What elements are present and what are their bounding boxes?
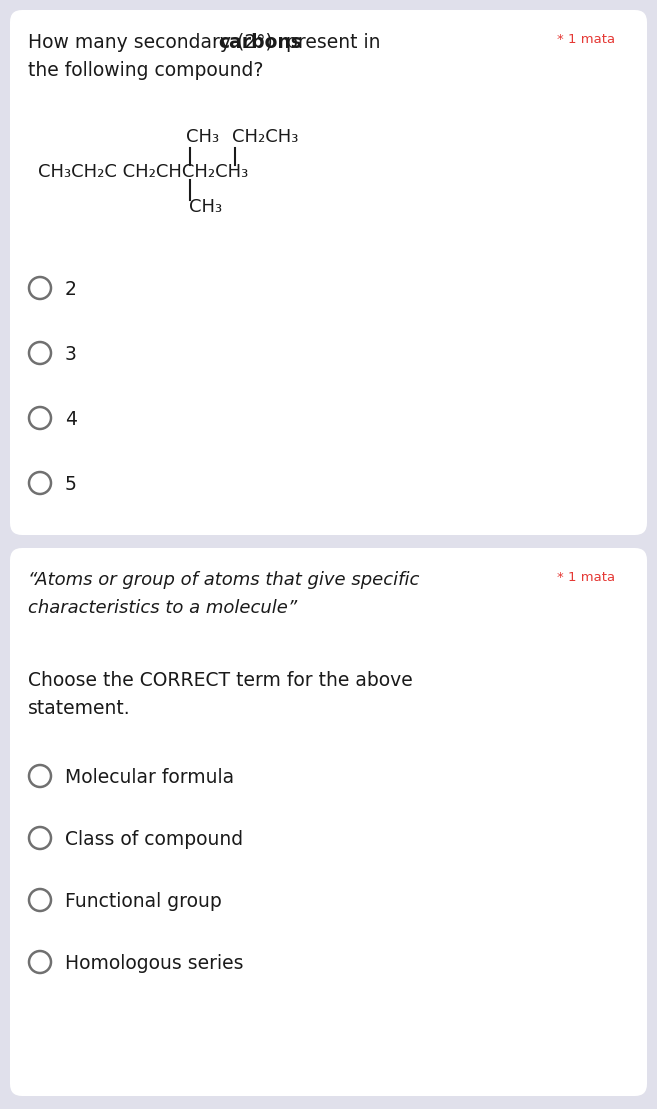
FancyBboxPatch shape	[10, 548, 647, 1096]
Text: characteristics to a molecule”: characteristics to a molecule”	[28, 599, 297, 617]
Text: the following compound?: the following compound?	[28, 61, 263, 80]
Text: Class of compound: Class of compound	[65, 830, 243, 849]
Text: CH₃: CH₃	[189, 199, 222, 216]
Text: 3: 3	[65, 345, 77, 364]
Text: Functional group: Functional group	[65, 892, 222, 910]
Text: How many secondary (2°): How many secondary (2°)	[28, 33, 279, 52]
Text: 5: 5	[65, 475, 77, 494]
Text: CH₃CH₂C CH₂CHCH₂CH₃: CH₃CH₂C CH₂CHCH₂CH₃	[38, 163, 248, 181]
Text: CH₂CH₃: CH₂CH₃	[232, 128, 298, 146]
FancyBboxPatch shape	[10, 10, 647, 535]
Text: CH₃: CH₃	[186, 128, 219, 146]
Text: Homologous series: Homologous series	[65, 954, 244, 973]
Text: statement.: statement.	[28, 699, 131, 718]
Text: present in: present in	[280, 33, 380, 52]
Text: * 1 mata: * 1 mata	[557, 33, 615, 45]
Text: Molecular formula: Molecular formula	[65, 769, 234, 787]
Text: “Atoms or group of atoms that give specific: “Atoms or group of atoms that give speci…	[28, 571, 419, 589]
Text: carbons: carbons	[218, 33, 302, 52]
Text: * 1 mata: * 1 mata	[557, 571, 615, 584]
Text: Choose the CORRECT term for the above: Choose the CORRECT term for the above	[28, 671, 413, 690]
Text: 4: 4	[65, 410, 77, 429]
Text: 2: 2	[65, 279, 77, 299]
